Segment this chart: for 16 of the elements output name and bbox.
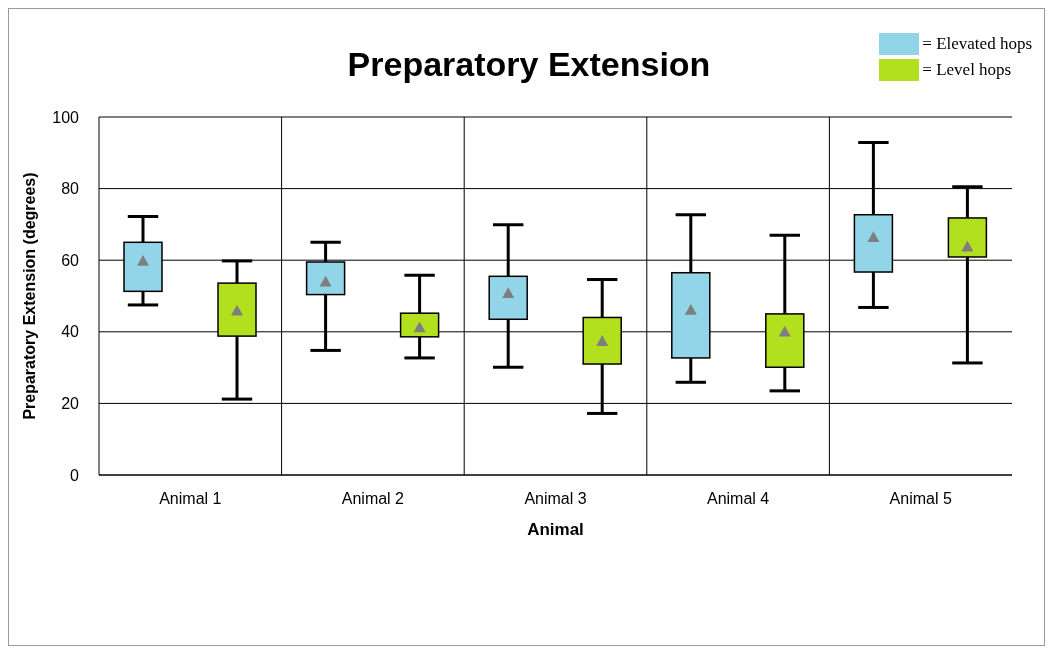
x-tick-label: Animal 4: [706, 490, 770, 508]
y-tick-label: 0: [70, 466, 80, 484]
x-axis-title: Animal: [527, 520, 584, 539]
legend-label: = Elevated hops: [922, 33, 1032, 55]
y-tick-label: 20: [61, 395, 80, 413]
y-tick-label: 100: [52, 108, 80, 126]
x-tick-label: Animal 2: [341, 490, 405, 508]
legend-label: = Level hops: [922, 59, 1012, 81]
x-tick-label: Animal 5: [889, 490, 952, 508]
y-tick-label: 60: [61, 251, 80, 269]
x-tick-label: Animal 3: [524, 490, 587, 508]
chart-title: Preparatory Extension: [346, 45, 712, 84]
x-tick-label: Animal 1: [159, 490, 222, 508]
y-tick-label: 80: [61, 180, 80, 198]
y-axis-title: Preparatory Extension (degrees): [20, 172, 38, 420]
y-tick-label: 40: [61, 323, 80, 341]
